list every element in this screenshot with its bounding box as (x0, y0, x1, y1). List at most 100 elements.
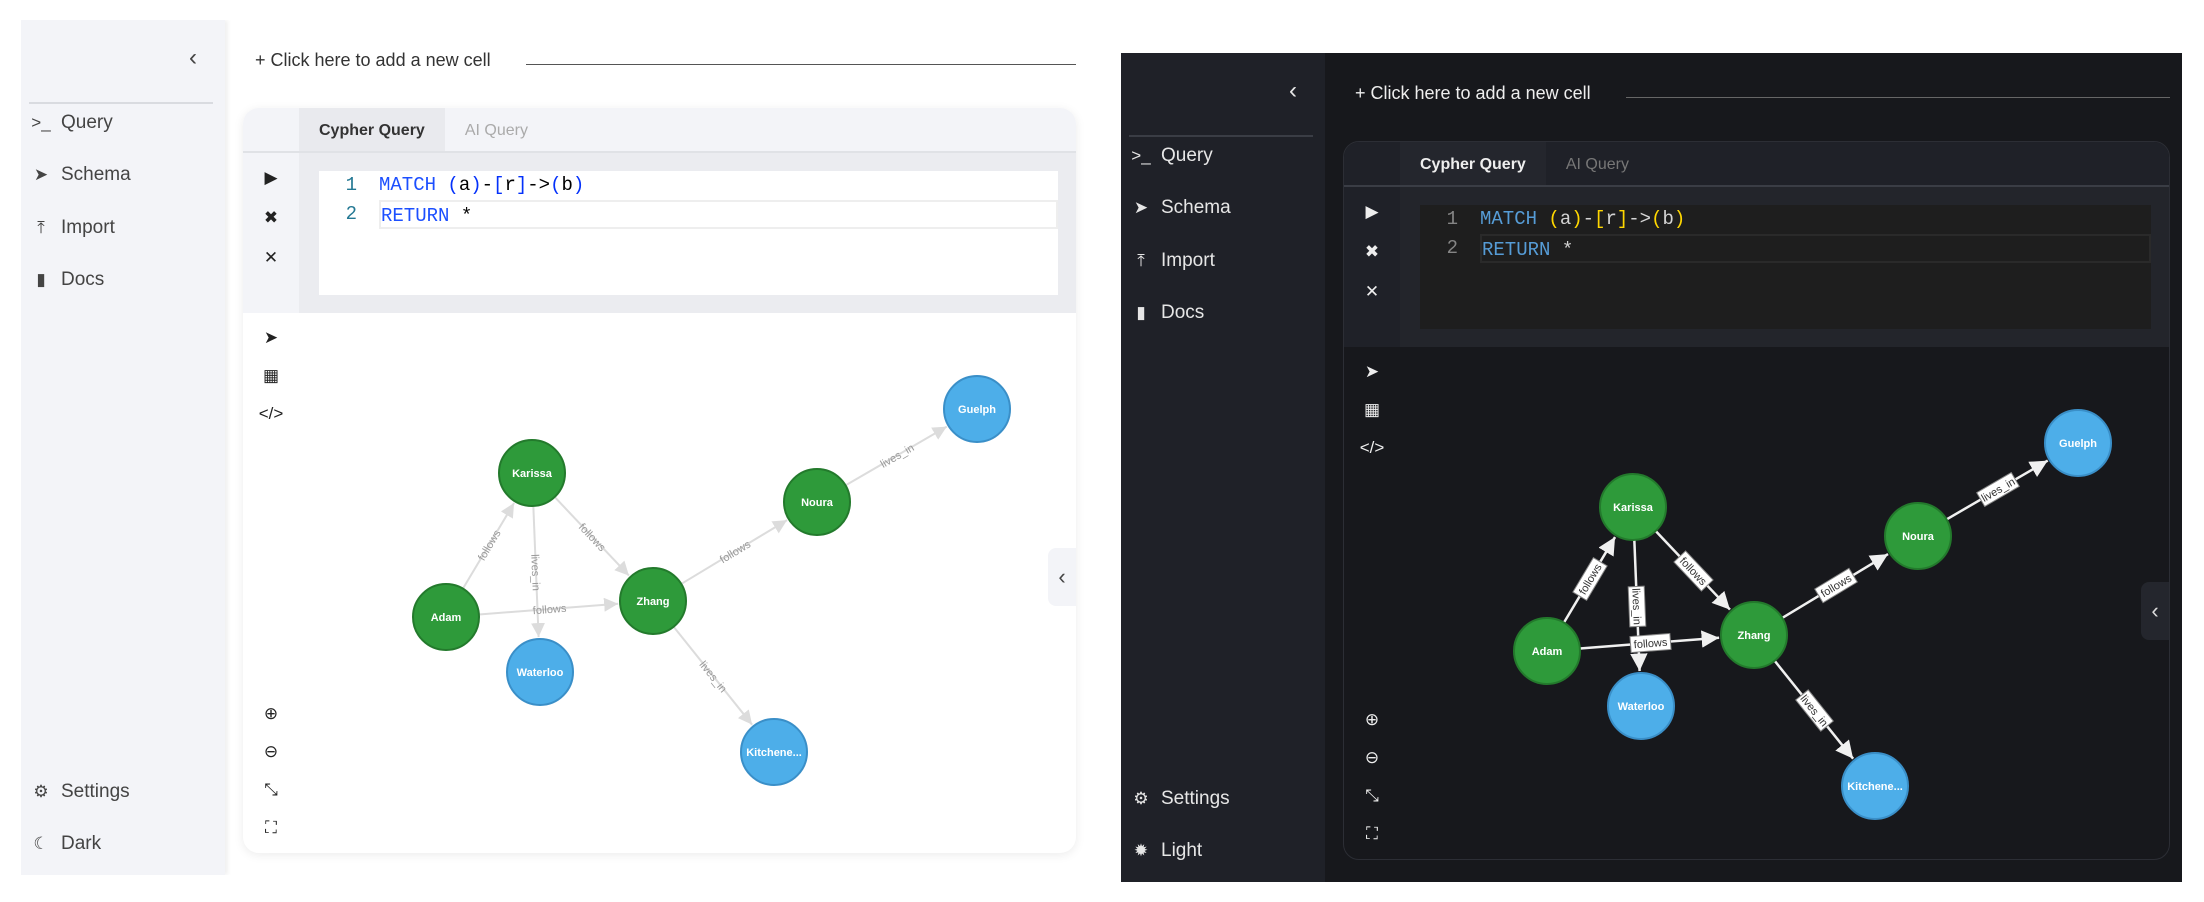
svg-text:Karissa: Karissa (512, 468, 553, 480)
edge-label: follows (576, 521, 608, 554)
svg-text:Noura: Noura (801, 497, 834, 509)
add-cell-button[interactable]: + Click here to add a new cell (1355, 83, 1591, 103)
graph-view[interactable]: ➤ ▦ </> follows follows lives_in follows fol… (1344, 347, 2169, 859)
play-icon[interactable]: ▶ (1365, 202, 1379, 221)
node-waterloo[interactable]: Waterloo (506, 638, 574, 706)
node-kitchener[interactable]: Kitchene... (740, 718, 808, 786)
sidebar-item-query[interactable]: >_ Query (31, 112, 112, 134)
edge-Noura-Guelph[interactable] (845, 425, 948, 487)
expand-icon[interactable]: ✖ (1364, 242, 1380, 261)
node-guelph[interactable]: Guelph (2044, 409, 2112, 477)
table-icon[interactable]: ▦ (1363, 400, 1381, 419)
node-adam[interactable]: Adam (1513, 617, 1581, 685)
upload-icon: ⤒ (37, 218, 45, 237)
sidebar-item-query[interactable]: >_ Query (1131, 145, 1212, 167)
edge-label: follows (1814, 567, 1858, 604)
add-cell-button[interactable]: + Click here to add a new cell (255, 50, 491, 70)
book-icon: ▮ (1136, 303, 1146, 322)
view-toolbar: ➤ ▦ </> (243, 327, 299, 425)
view-toolbar: ➤ ▦ </> (1344, 361, 1400, 459)
sidebar-item-import[interactable]: ⤒ Import (31, 217, 115, 239)
divider (29, 102, 213, 104)
node-zhang[interactable]: Zhang (619, 567, 687, 635)
table-icon[interactable]: ▦ (262, 366, 280, 385)
chevron-left-icon[interactable]: ‹ (2141, 582, 2169, 640)
sidebar-item-schema[interactable]: ➤ Schema (1131, 197, 1231, 219)
edge-label: follows (1673, 550, 1714, 592)
edge-Karissa-Zhang[interactable] (553, 496, 630, 577)
editor-toolbar: ▶ ✖ ✕ (243, 167, 299, 269)
zoom-out-icon[interactable]: ⊖ (1364, 748, 1380, 767)
zoom-in-icon[interactable]: ⊕ (1364, 710, 1380, 729)
tab-cypher-query[interactable]: Cypher Query (1400, 142, 1546, 185)
upload-icon: ⤒ (1137, 251, 1145, 270)
svg-text:follows: follows (532, 603, 567, 618)
close-icon[interactable]: ✕ (1364, 282, 1380, 301)
sidebar-item-label: Settings (1161, 788, 1230, 809)
graph-view-icon[interactable]: ➤ (263, 328, 279, 347)
fit-icon[interactable]: ⤡ (1365, 786, 1379, 805)
graph-canvas[interactable]: follows followslives_infollowsfollowslive… (243, 313, 1076, 853)
cypher-editor[interactable]: 1 MATCH (a)-[r]->(b) 2 RETURN * (1420, 205, 2151, 329)
fit-icon[interactable]: ⤡ (264, 780, 278, 799)
edge-Adam-Karissa[interactable] (462, 502, 515, 590)
divider (1626, 97, 2170, 98)
edge-Karissa-Waterloo[interactable] (531, 505, 546, 638)
close-icon[interactable]: ✕ (263, 248, 279, 267)
node-zhang[interactable]: Zhang (1720, 601, 1788, 669)
tab-cypher-query[interactable]: Cypher Query (299, 108, 445, 151)
edge-label: lives_in (1795, 689, 1834, 732)
edge-label: follows (1629, 632, 1672, 654)
node-adam[interactable]: Adam (412, 583, 480, 651)
zoom-toolbar: ⊕ ⊖ ⤡ ⛶ (1344, 709, 1400, 845)
theme-toggle[interactable]: ✹ Light (1131, 840, 1202, 862)
node-karissa[interactable]: Karissa (1599, 473, 1667, 541)
chevron-left-icon[interactable]: ‹ (1289, 77, 1297, 104)
sidebar-item-docs[interactable]: ▮ Docs (1131, 302, 1204, 324)
graph-canvas[interactable]: follows followslives_infollowsfollowslive… (1344, 347, 2170, 860)
chevron-left-icon[interactable]: ‹ (189, 44, 197, 71)
svg-text:follows: follows (576, 521, 608, 554)
node-kitchener[interactable]: Kitchene... (1841, 752, 1909, 820)
tab-ai-query[interactable]: AI Query (464, 122, 528, 139)
sidebar-item-import[interactable]: ⤒ Import (1131, 250, 1215, 272)
svg-text:Adam: Adam (431, 612, 462, 624)
node-karissa[interactable]: Karissa (498, 439, 566, 507)
sidebar-item-label: Import (1161, 250, 1215, 271)
fullscreen-icon[interactable]: ⛶ (265, 818, 277, 837)
zoom-in-icon[interactable]: ⊕ (263, 704, 279, 723)
node-noura[interactable]: Noura (783, 468, 851, 536)
edge-Zhang-Kitchener[interactable] (672, 626, 753, 726)
node-noura[interactable]: Noura (1884, 502, 1952, 570)
code-icon[interactable]: </> (1359, 438, 1385, 457)
chevron-left-icon[interactable]: ‹ (1048, 548, 1076, 606)
node-guelph[interactable]: Guelph (943, 375, 1011, 443)
zoom-out-icon[interactable]: ⊖ (263, 742, 279, 761)
code-line: RETURN * (379, 200, 1058, 229)
graph-view[interactable]: ➤ ▦ </> follows follows lives_in follows fol… (243, 313, 1076, 853)
graph-view-icon[interactable]: ➤ (1364, 362, 1380, 381)
query-cell: Cypher Query AI Query ▶ ✖ ✕ 1 MATCH (a)-[… (1343, 141, 2170, 860)
node-waterloo[interactable]: Waterloo (1607, 672, 1675, 740)
svg-text:Kitchene...: Kitchene... (746, 747, 802, 759)
svg-text:follows: follows (476, 528, 504, 563)
play-icon[interactable]: ▶ (264, 168, 278, 187)
sidebar-item-label: Schema (61, 164, 131, 185)
edge-Zhang-Noura[interactable] (680, 519, 788, 585)
tab-bar: Cypher Query AI Query (243, 108, 1076, 153)
svg-text:Karissa: Karissa (1613, 502, 1654, 514)
code-icon[interactable]: </> (258, 404, 284, 423)
sidebar-item-docs[interactable]: ▮ Docs (31, 269, 104, 291)
sidebar-item-label: Dark (61, 833, 102, 854)
svg-text:lives_in: lives_in (697, 659, 729, 695)
send-icon: ➤ (33, 165, 49, 184)
tab-ai-query[interactable]: AI Query (1565, 156, 1629, 173)
sidebar-item-schema[interactable]: ➤ Schema (31, 164, 131, 186)
sidebar-item-settings[interactable]: ⚙ Settings (1131, 788, 1230, 810)
expand-icon[interactable]: ✖ (263, 208, 279, 227)
sidebar-item-settings[interactable]: ⚙ Settings (31, 781, 129, 803)
fullscreen-icon[interactable]: ⛶ (1366, 824, 1378, 843)
theme-toggle[interactable]: ☾ Dark (31, 833, 101, 855)
cypher-editor[interactable]: 1 MATCH (a)-[r]->(b) 2 RETURN * (319, 171, 1058, 295)
edge-Adam-Zhang[interactable] (478, 597, 619, 616)
